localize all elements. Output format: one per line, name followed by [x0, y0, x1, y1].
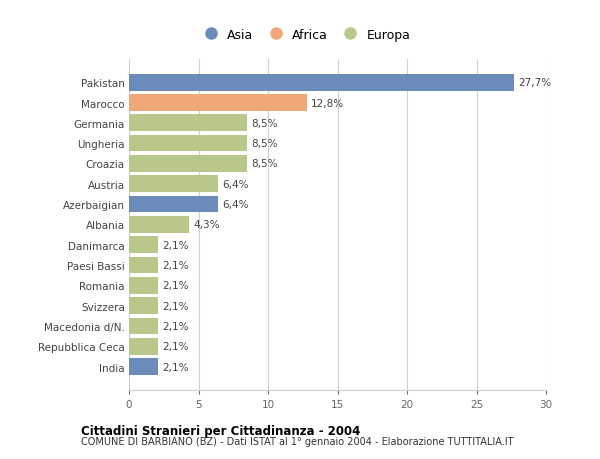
Text: 2,1%: 2,1%: [163, 341, 189, 352]
Bar: [129, 338, 158, 355]
Bar: [129, 257, 158, 274]
Text: 2,1%: 2,1%: [163, 301, 189, 311]
Legend: Asia, Africa, Europa: Asia, Africa, Europa: [196, 26, 413, 44]
Bar: [129, 176, 218, 193]
Text: 2,1%: 2,1%: [163, 260, 189, 270]
Text: 2,1%: 2,1%: [163, 240, 189, 250]
Text: 12,8%: 12,8%: [311, 98, 344, 108]
Text: 2,1%: 2,1%: [163, 321, 189, 331]
Text: 8,5%: 8,5%: [251, 139, 278, 149]
Bar: [129, 135, 247, 152]
Text: 6,4%: 6,4%: [222, 200, 248, 210]
Text: 2,1%: 2,1%: [163, 281, 189, 291]
Text: Cittadini Stranieri per Cittadinanza - 2004: Cittadini Stranieri per Cittadinanza - 2…: [81, 424, 361, 437]
Text: 2,1%: 2,1%: [163, 362, 189, 372]
Text: 4,3%: 4,3%: [193, 220, 220, 230]
Text: 27,7%: 27,7%: [518, 78, 551, 88]
Bar: [129, 237, 158, 253]
Bar: [129, 318, 158, 335]
Bar: [129, 75, 514, 91]
Bar: [129, 277, 158, 294]
Text: 8,5%: 8,5%: [251, 159, 278, 169]
Bar: [129, 217, 189, 233]
Bar: [129, 298, 158, 314]
Bar: [129, 358, 158, 375]
Bar: [129, 196, 218, 213]
Text: 8,5%: 8,5%: [251, 118, 278, 129]
Text: COMUNE DI BARBIANO (BZ) - Dati ISTAT al 1° gennaio 2004 - Elaborazione TUTTITALI: COMUNE DI BARBIANO (BZ) - Dati ISTAT al …: [81, 437, 514, 446]
Bar: [129, 95, 307, 112]
Bar: [129, 115, 247, 132]
Bar: [129, 156, 247, 173]
Text: 6,4%: 6,4%: [222, 179, 248, 190]
